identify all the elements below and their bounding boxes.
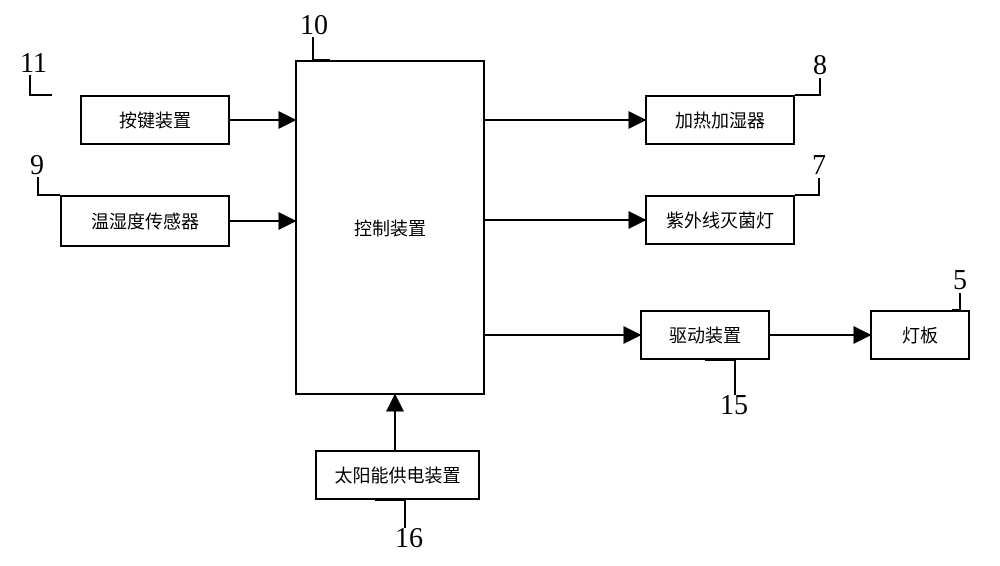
node-solar-power-device: 太阳能供电装置 [315, 450, 480, 500]
node-drive-device: 驱动装置 [640, 310, 770, 360]
node-button-device: 按键装置 [80, 95, 230, 145]
node-label: 温湿度传感器 [91, 208, 199, 234]
ref-num-15: 15 [720, 390, 748, 422]
ref-num-8: 8 [813, 50, 827, 82]
node-label: 灯板 [902, 322, 938, 348]
node-temp-humidity-sensor: 温湿度传感器 [60, 195, 230, 247]
node-heating-humidifier: 加热加湿器 [645, 95, 795, 145]
ref-num-5: 5 [953, 265, 967, 297]
ref-num-7: 7 [812, 150, 826, 182]
node-label: 紫外线灭菌灯 [666, 207, 774, 233]
node-label: 加热加湿器 [675, 107, 765, 133]
node-light-panel: 灯板 [870, 310, 970, 360]
node-uv-sterilizer-lamp: 紫外线灭菌灯 [645, 195, 795, 245]
node-label: 太阳能供电装置 [335, 462, 461, 488]
node-control-device: 控制装置 [295, 60, 485, 395]
ref-num-10: 10 [300, 10, 328, 42]
node-label: 驱动装置 [669, 322, 741, 348]
ref-num-11: 11 [20, 48, 47, 80]
node-label: 控制装置 [354, 215, 426, 241]
diagram-lines [0, 0, 1000, 566]
node-label: 按键装置 [119, 107, 191, 133]
ref-num-16: 16 [395, 523, 423, 555]
ref-num-9: 9 [30, 150, 44, 182]
